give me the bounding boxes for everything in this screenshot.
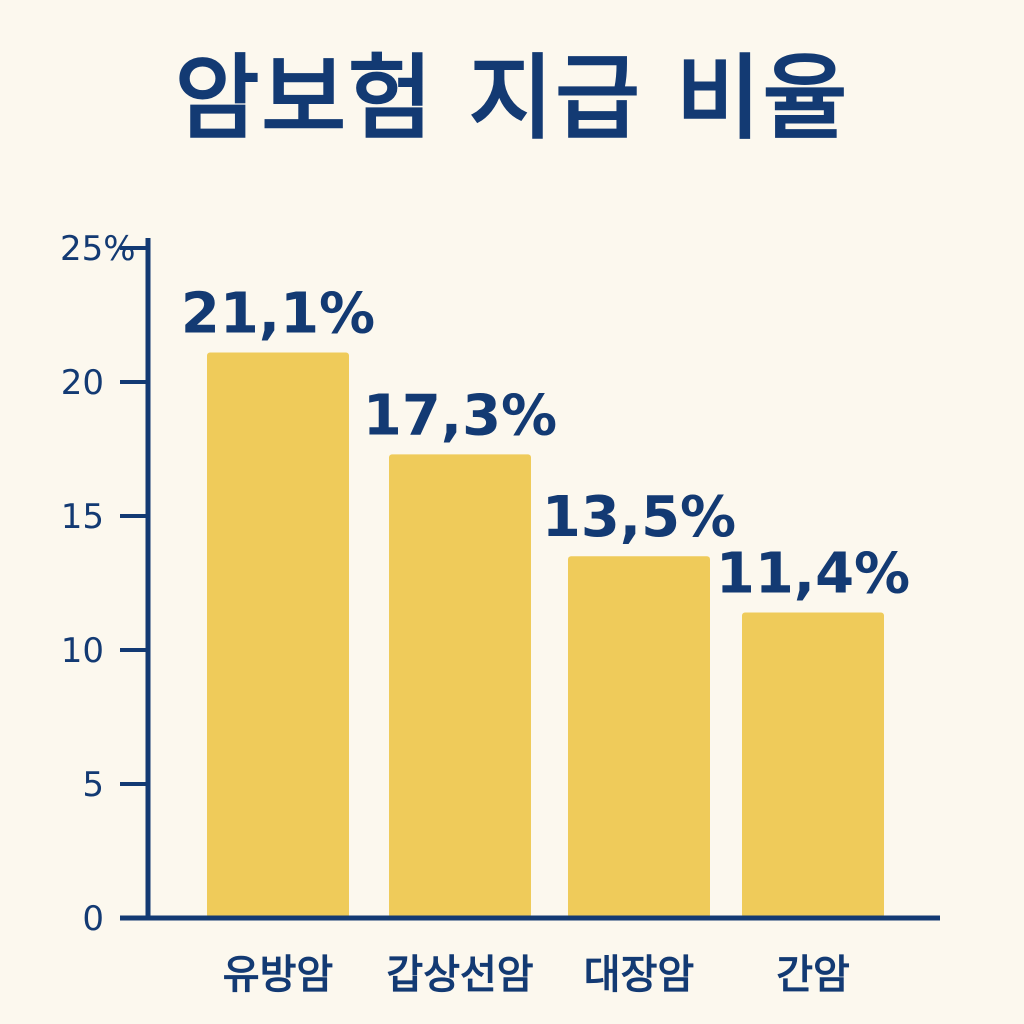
- category-label-3: 대장암: [584, 952, 695, 998]
- bar-3: [568, 556, 710, 918]
- bar-1: [207, 352, 349, 918]
- chart-title: 암보험 지급 비율: [174, 45, 850, 152]
- bars-layer: [207, 352, 884, 918]
- bar-2: [389, 454, 531, 918]
- data-label-1: 21,1%: [181, 282, 375, 347]
- y-tick-label-5: 25%: [60, 229, 136, 269]
- category-label-2: 갑상선암: [386, 952, 533, 998]
- labels-layer: 21,1% 유방암 17,3% 갑상선암 13,5% 대장암 11,4% 간암 0 5 10 15 20…: [60, 229, 910, 998]
- y-tick-label-4: 20: [61, 363, 104, 403]
- bar-4: [742, 612, 884, 918]
- y-tick-label-3: 15: [61, 497, 104, 537]
- category-label-4: 간암: [776, 952, 850, 998]
- y-tick-label-1: 5: [82, 765, 104, 805]
- category-label-1: 유방암: [223, 952, 334, 998]
- data-label-2: 17,3%: [363, 383, 557, 448]
- axis-layer: [120, 238, 940, 921]
- data-label-4: 11,4%: [716, 541, 910, 606]
- y-tick-label-2: 10: [61, 631, 104, 671]
- data-label-3: 13,5%: [542, 485, 736, 550]
- y-tick-label-0: 0: [82, 899, 104, 939]
